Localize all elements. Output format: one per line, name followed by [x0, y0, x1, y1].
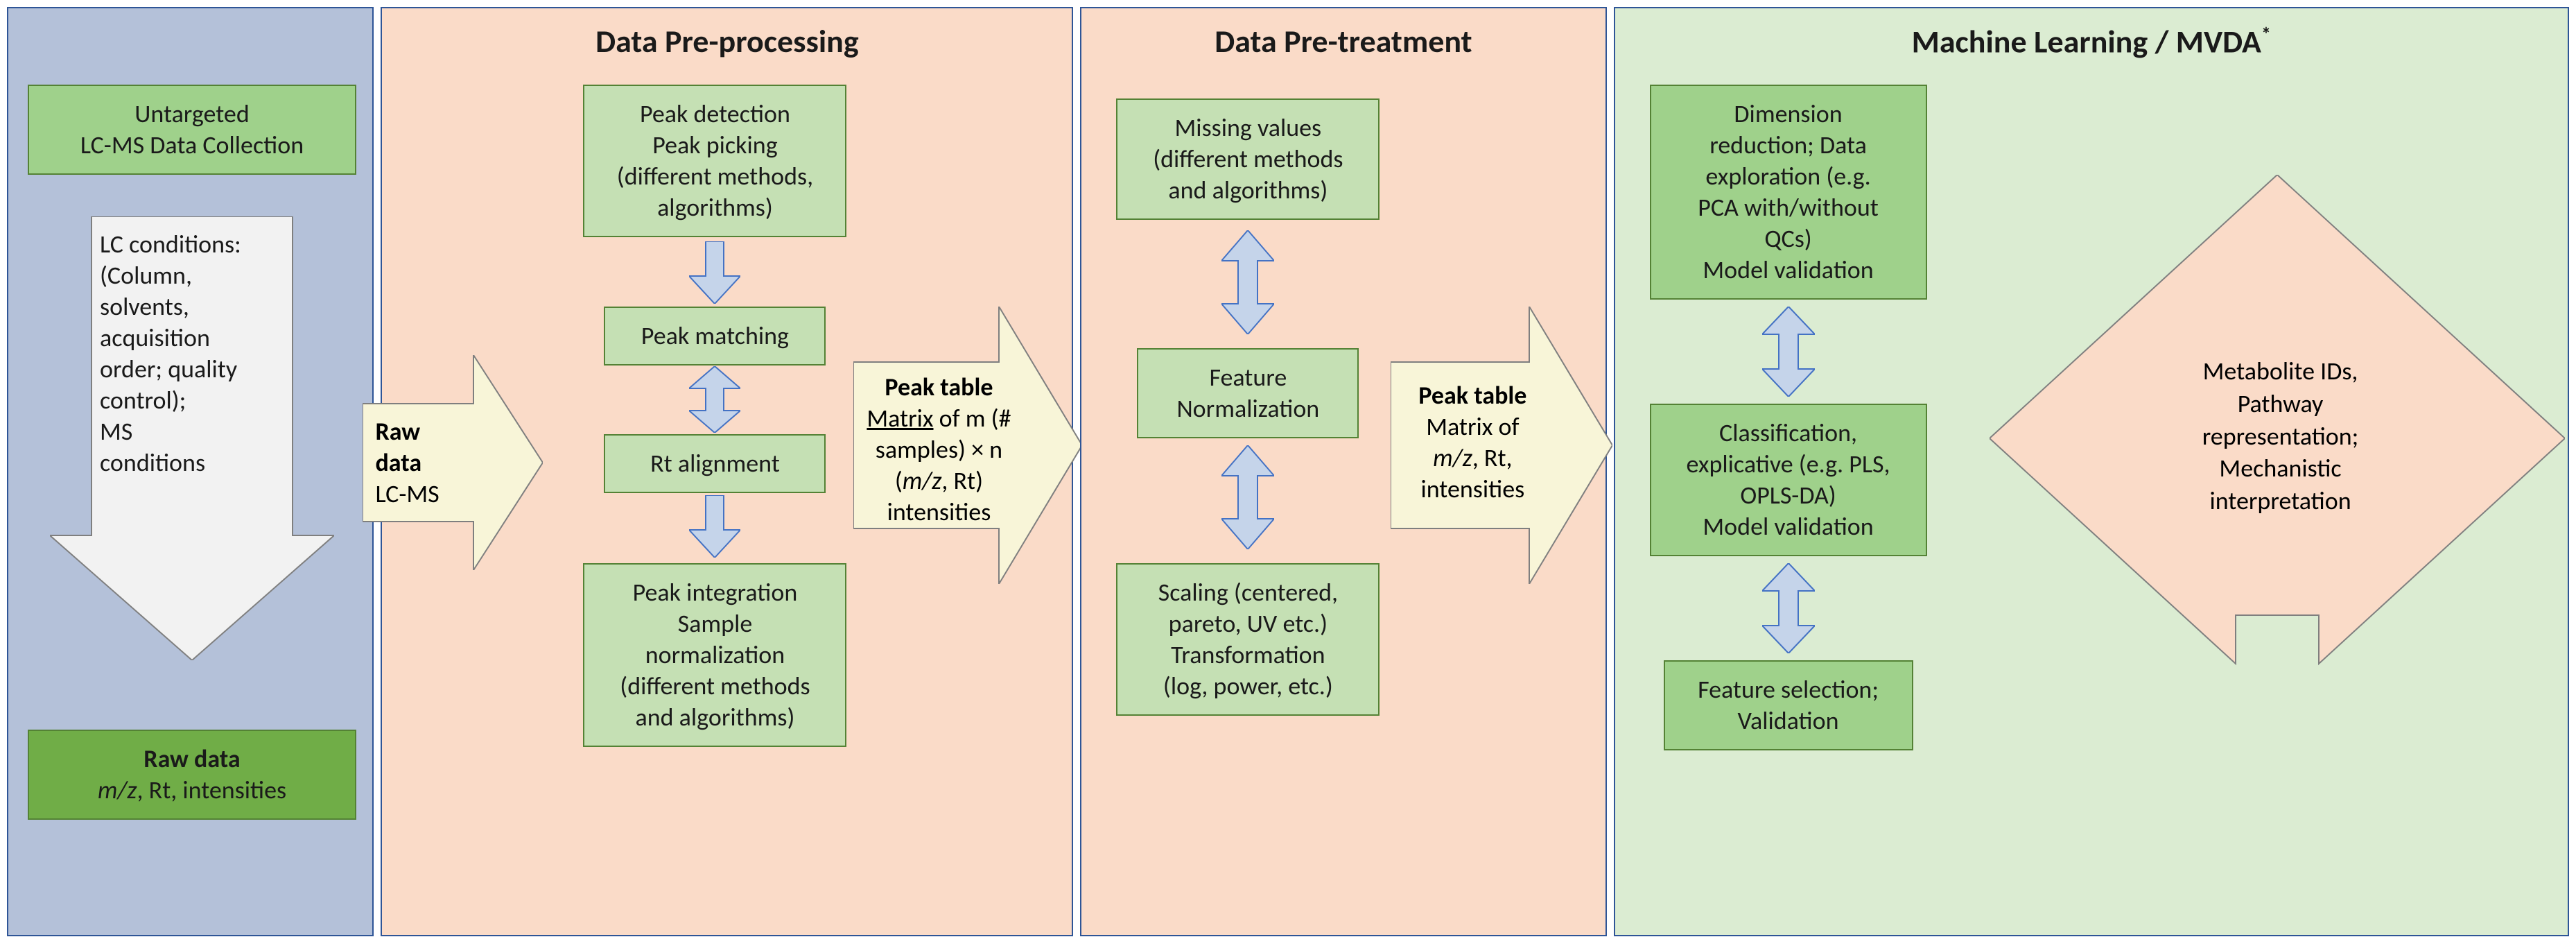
box-classification: Classification,explicative (e.g. PLS,OPL…	[1650, 404, 1927, 556]
arrow-double-1	[689, 366, 740, 433]
arrow-down-2	[689, 495, 740, 558]
raw-data-rest: , Rt, intensities	[137, 775, 287, 805]
title-preprocessing: Data Pre-processing	[396, 22, 1058, 61]
box-untargeted-lcms: UntargetedLC-MS Data Collection	[28, 85, 356, 175]
box-scaling: Scaling (centered,pareto, UV etc.)Transf…	[1116, 563, 1380, 716]
white-arrow-text: LC conditions:(Column,solvents,acquisiti…	[100, 229, 284, 479]
peaktable1-text: Peak table Matrix of m (# samples) × n (…	[866, 372, 1011, 528]
panel-data-collection: UntargetedLC-MS Data Collection LC condi…	[7, 7, 374, 936]
big-arrow-raw-text: Raw data LC-MS	[375, 416, 479, 510]
diamond-output: Metabolite IDs,Pathwayrepresentation;Mec…	[1990, 175, 2565, 702]
big-arrow-peaktable-1: Peak table Matrix of m (# samples) × n (…	[853, 307, 1082, 584]
box-dimension-reduction: Dimensionreduction; Dataexploration (e.g…	[1650, 85, 1927, 300]
box-peak-detection: Peak detectionPeak picking(different met…	[583, 85, 846, 237]
arrow-double-2	[1221, 230, 1274, 334]
title-ml: Machine Learning / MVDA*	[1629, 22, 2554, 61]
diamond-text: Metabolite IDs,Pathwayrepresentation;Mec…	[2149, 355, 2412, 517]
box-rt-alignment: Rt alignment	[604, 434, 826, 493]
arrow-double-5	[1762, 563, 1815, 653]
title-pretreatment: Data Pre-treatment	[1095, 22, 1591, 61]
arrow-double-3	[1221, 445, 1274, 549]
panel-ml-mvda: Machine Learning / MVDA* Dimensionreduct…	[1614, 7, 2569, 936]
panel-pretreatment: Data Pre-treatment Missing values(differ…	[1080, 7, 1606, 936]
box-raw-data: Raw data m/z, Rt, intensities	[28, 730, 356, 820]
raw-data-mz: m/z	[98, 775, 137, 805]
arrow-down-1	[689, 241, 740, 304]
big-arrow-peaktable-2: Peak table Matrix of m/z, Rt, intensitie…	[1391, 307, 1612, 584]
raw-data-l1: Raw data	[143, 743, 240, 774]
white-down-arrow: LC conditions:(Column,solvents,acquisiti…	[50, 216, 334, 660]
box-feature-normalization: FeatureNormalization	[1137, 348, 1359, 438]
box-peak-matching: Peak matching	[604, 307, 826, 366]
workflow-diagram: UntargetedLC-MS Data Collection LC condi…	[7, 7, 2569, 936]
txt: UntargetedLC-MS Data Collection	[80, 98, 304, 160]
panel-preprocessing: Data Pre-processing Raw data LC-MS Peak …	[381, 7, 1073, 936]
box-feature-selection: Feature selection;Validation	[1664, 660, 1913, 750]
arrow-double-4	[1762, 307, 1815, 397]
box-missing-values: Missing values(different methodsand algo…	[1116, 98, 1380, 220]
peaktable2-text: Peak table Matrix of m/z, Rt, intensitie…	[1403, 380, 1542, 505]
box-peak-integration: Peak integrationSamplenormalization(diff…	[583, 563, 846, 747]
big-arrow-raw: Raw data LC-MS	[363, 355, 543, 570]
